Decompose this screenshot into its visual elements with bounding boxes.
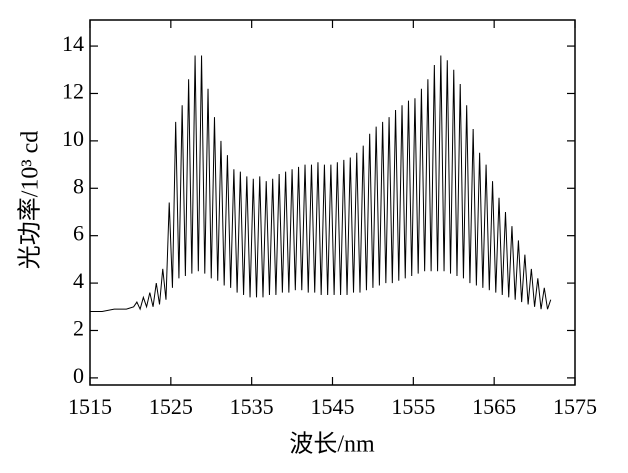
y-tick-label: 8 <box>73 173 84 198</box>
y-tick-label: 2 <box>73 316 84 341</box>
x-tick-label: 1525 <box>149 394 193 419</box>
x-tick-label: 1545 <box>311 394 355 419</box>
data-line <box>90 55 552 313</box>
y-tick-label: 10 <box>62 126 84 151</box>
x-axis-label: 波长/nm <box>289 431 375 458</box>
y-axis-label: 光功率/10³ cd <box>17 131 44 270</box>
plot-frame <box>89 19 576 386</box>
y-tick-label: 0 <box>73 363 84 388</box>
x-tick-label: 1565 <box>472 394 516 419</box>
y-tick-label: 4 <box>73 268 84 293</box>
x-tick-label: 1555 <box>391 394 435 419</box>
y-tick-label: 6 <box>73 221 84 246</box>
y-tick-label: 12 <box>62 79 84 104</box>
y-tick-label: 14 <box>62 31 84 56</box>
x-tick-label: 1515 <box>68 394 112 419</box>
x-tick-label: 1535 <box>230 394 274 419</box>
x-tick-label: 1575 <box>553 394 597 419</box>
